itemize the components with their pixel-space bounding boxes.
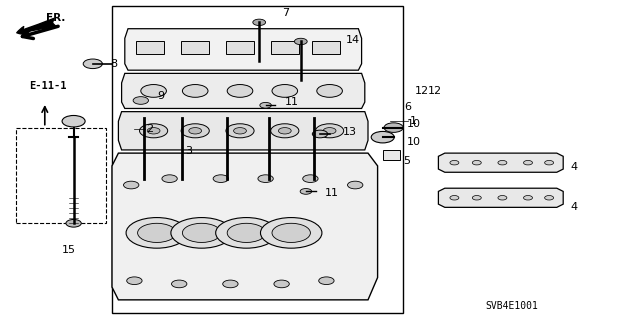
Circle shape: [172, 280, 187, 288]
Circle shape: [319, 277, 334, 285]
Polygon shape: [136, 41, 164, 54]
Circle shape: [126, 218, 188, 248]
Circle shape: [189, 128, 202, 134]
Circle shape: [133, 97, 148, 104]
Circle shape: [312, 130, 328, 138]
Circle shape: [62, 115, 85, 127]
Circle shape: [498, 196, 507, 200]
Circle shape: [272, 85, 298, 97]
Polygon shape: [226, 41, 254, 54]
Circle shape: [524, 196, 532, 200]
Text: 14: 14: [346, 35, 360, 45]
Circle shape: [83, 59, 102, 69]
Text: 13: 13: [342, 127, 356, 137]
Polygon shape: [122, 73, 365, 108]
Circle shape: [136, 114, 152, 122]
Circle shape: [450, 160, 459, 165]
Text: 2: 2: [146, 124, 153, 134]
Circle shape: [371, 131, 394, 143]
Text: 4: 4: [571, 162, 578, 173]
Circle shape: [216, 218, 277, 248]
Text: 1: 1: [410, 116, 417, 126]
Circle shape: [219, 114, 236, 122]
Polygon shape: [271, 41, 299, 54]
Circle shape: [260, 114, 277, 122]
Circle shape: [348, 181, 363, 189]
Circle shape: [545, 196, 554, 200]
Polygon shape: [438, 188, 563, 207]
Text: 8: 8: [110, 59, 117, 69]
Circle shape: [124, 181, 139, 189]
Circle shape: [294, 38, 307, 45]
Text: 9: 9: [157, 91, 164, 101]
Text: 12: 12: [428, 86, 442, 96]
Circle shape: [498, 160, 507, 165]
Text: 7: 7: [282, 8, 289, 18]
Circle shape: [140, 124, 168, 138]
Circle shape: [524, 160, 532, 165]
Circle shape: [272, 223, 310, 242]
Circle shape: [226, 124, 254, 138]
Circle shape: [147, 128, 160, 134]
Text: SVB4E1001: SVB4E1001: [486, 301, 538, 311]
Circle shape: [274, 280, 289, 288]
Circle shape: [316, 124, 344, 138]
Polygon shape: [383, 150, 400, 160]
Text: 3: 3: [186, 146, 193, 156]
Text: 6: 6: [404, 102, 412, 112]
Text: 5: 5: [403, 156, 410, 166]
Circle shape: [253, 19, 266, 26]
Circle shape: [545, 160, 554, 165]
Polygon shape: [118, 112, 368, 150]
Text: 4: 4: [571, 202, 578, 212]
Text: 10: 10: [406, 137, 420, 147]
Circle shape: [472, 160, 481, 165]
Circle shape: [260, 218, 322, 248]
Polygon shape: [181, 41, 209, 54]
Circle shape: [258, 175, 273, 182]
Circle shape: [300, 189, 312, 194]
Circle shape: [450, 196, 459, 200]
Circle shape: [323, 128, 336, 134]
Circle shape: [305, 114, 322, 122]
Text: 10: 10: [406, 119, 420, 130]
Circle shape: [317, 85, 342, 97]
Text: E-11-1: E-11-1: [29, 81, 67, 91]
Circle shape: [384, 123, 403, 132]
Circle shape: [162, 175, 177, 182]
Circle shape: [127, 277, 142, 285]
Circle shape: [303, 175, 318, 182]
Text: 11: 11: [285, 97, 299, 107]
Circle shape: [227, 223, 266, 242]
Circle shape: [223, 280, 238, 288]
Text: 12: 12: [415, 86, 429, 96]
Circle shape: [271, 124, 299, 138]
Circle shape: [227, 85, 253, 97]
Circle shape: [138, 223, 176, 242]
Circle shape: [472, 196, 481, 200]
Circle shape: [234, 128, 246, 134]
Circle shape: [174, 114, 191, 122]
Circle shape: [213, 175, 228, 182]
Circle shape: [66, 219, 81, 227]
Circle shape: [181, 124, 209, 138]
Circle shape: [278, 128, 291, 134]
Circle shape: [182, 223, 221, 242]
Circle shape: [141, 85, 166, 97]
Polygon shape: [125, 29, 362, 70]
Polygon shape: [312, 41, 340, 54]
Text: 15: 15: [62, 245, 76, 256]
Polygon shape: [438, 153, 563, 172]
Circle shape: [171, 218, 232, 248]
Circle shape: [182, 85, 208, 97]
Text: FR.: FR.: [46, 12, 65, 23]
Text: 11: 11: [325, 188, 339, 198]
Circle shape: [260, 102, 271, 108]
Polygon shape: [112, 153, 378, 300]
